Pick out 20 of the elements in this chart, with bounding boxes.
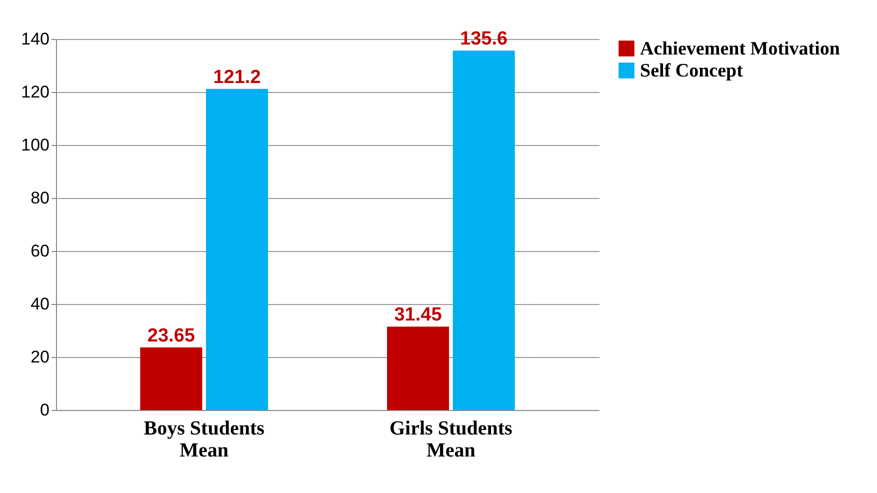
legend-label: Achievement Motivation [640, 38, 840, 60]
y-tick-label: 100 [21, 136, 50, 154]
y-tick-label: 120 [21, 82, 50, 102]
x-tick-label: Girls Students Mean [390, 418, 513, 462]
x-tick-label: Boys Students Mean [144, 418, 265, 462]
y-tick-label: 60 [30, 242, 50, 260]
legend-label: Self Concept [640, 60, 744, 82]
y-tick-label: 40 [30, 294, 50, 314]
bar [140, 347, 202, 410]
y-tick-label: 80 [30, 188, 50, 208]
data-label: 121.2 [213, 66, 261, 88]
bar [387, 326, 449, 410]
data-label: 31.45 [394, 304, 442, 326]
y-tick-label: 140 [21, 30, 50, 48]
bar [452, 50, 515, 410]
bar [206, 88, 268, 410]
y-tick-label: 0 [40, 400, 50, 420]
y-tick-label: 20 [30, 348, 50, 366]
data-label: 23.65 [147, 325, 196, 346]
data-label: 135.6 [460, 28, 508, 50]
